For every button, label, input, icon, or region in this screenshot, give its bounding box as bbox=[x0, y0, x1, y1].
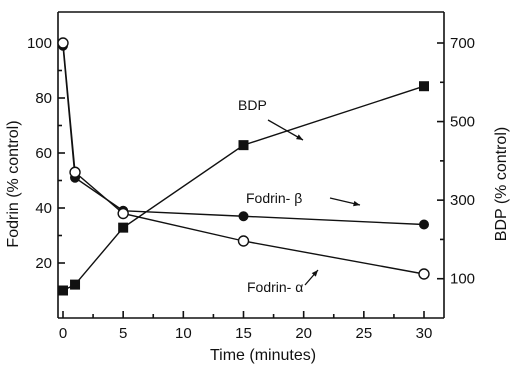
annotation-arrow bbox=[267, 119, 304, 141]
left-y-tick-label: 40 bbox=[35, 200, 52, 217]
x-tick-label: 0 bbox=[59, 325, 67, 342]
annotation-layer: BDP Fodrin- β Fodrin- α bbox=[238, 97, 361, 295]
right-y-tick-label: 100 bbox=[450, 271, 475, 288]
series-line bbox=[62, 85, 425, 292]
left-y-axis-title: Fodrin (% control) bbox=[5, 120, 22, 247]
series-bdp bbox=[58, 81, 429, 296]
annotation-label: BDP bbox=[238, 97, 267, 113]
arrowhead bbox=[296, 134, 303, 140]
data-point-open-circle bbox=[57, 37, 69, 49]
data-point-square bbox=[70, 279, 81, 290]
data-point-open-circle bbox=[237, 235, 250, 247]
data-point-square bbox=[419, 81, 429, 92]
right-y-axis-title: BDP (% control) bbox=[493, 127, 510, 241]
right-y-axis-ticks: 100 300 500 700 bbox=[437, 35, 475, 288]
annotation-label: Fodrin- α bbox=[247, 279, 303, 295]
x-tick-label: 25 bbox=[355, 325, 372, 342]
series-layer bbox=[57, 37, 430, 296]
right-y-tick-label: 300 bbox=[450, 192, 475, 209]
data-point-open-circle bbox=[117, 207, 129, 220]
data-point-open-circle bbox=[69, 166, 81, 178]
left-y-tick-label: 60 bbox=[35, 145, 52, 162]
data-point-square bbox=[58, 285, 68, 296]
axes-frame bbox=[57, 11, 445, 319]
data-point-filled-circle bbox=[419, 219, 429, 230]
arrowhead bbox=[311, 270, 318, 277]
x-axis-ticks: 0 5 10 15 20 25 30 bbox=[59, 311, 433, 342]
left-y-tick-label: 20 bbox=[35, 255, 52, 272]
x-axis-title: Time (minutes) bbox=[210, 347, 316, 364]
data-point-filled-circle bbox=[238, 211, 249, 222]
left-y-tick-label: 100 bbox=[27, 35, 52, 52]
left-y-tick-label: 80 bbox=[35, 90, 52, 107]
x-tick-label: 30 bbox=[416, 325, 433, 342]
x-tick-label: 5 bbox=[119, 325, 127, 342]
series-line bbox=[62, 45, 425, 226]
x-tick-label: 15 bbox=[235, 325, 252, 342]
series-fodrin- bbox=[57, 37, 430, 280]
series-fodrin- bbox=[58, 40, 429, 230]
left-y-axis-ticks: 20 40 60 80 100 bbox=[27, 35, 65, 292]
data-point-square bbox=[238, 140, 249, 151]
x-tick-label: 20 bbox=[295, 325, 312, 342]
x-tick-label: 10 bbox=[175, 325, 192, 342]
annotation-label: Fodrin- β bbox=[246, 190, 302, 206]
arrowhead bbox=[353, 200, 360, 207]
data-point-open-circle bbox=[418, 268, 430, 280]
data-point-square bbox=[118, 222, 129, 233]
right-y-tick-label: 700 bbox=[450, 35, 475, 52]
right-y-tick-label: 500 bbox=[450, 114, 475, 131]
